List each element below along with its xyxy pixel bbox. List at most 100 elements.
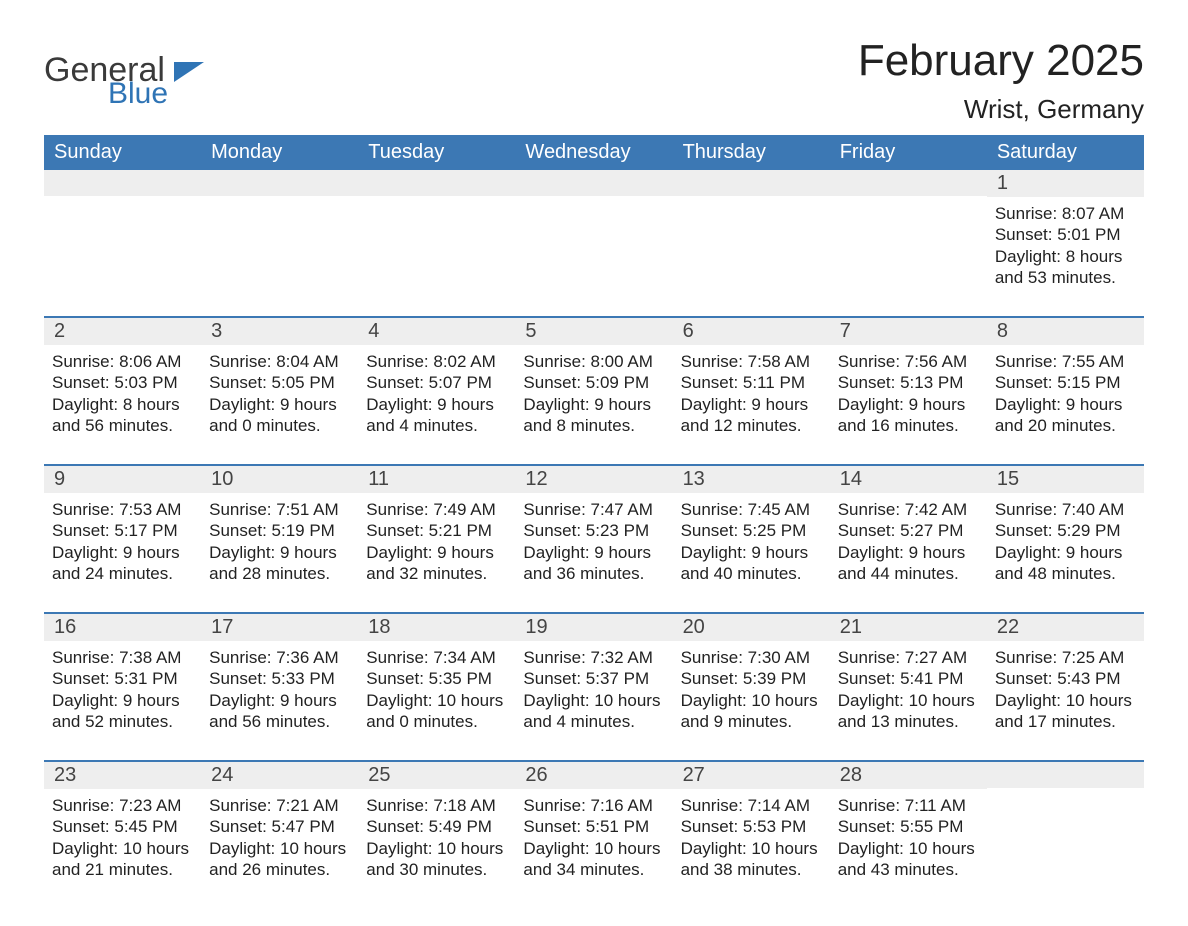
info-line: Daylight: 8 hours [52, 394, 193, 415]
info-line: Daylight: 9 hours [838, 394, 979, 415]
date-number: 27 [673, 762, 830, 789]
info-line: Daylight: 9 hours [838, 542, 979, 563]
info-line: and 24 minutes. [52, 563, 193, 584]
info-line: Sunset: 5:33 PM [209, 668, 350, 689]
date-number: 26 [515, 762, 672, 789]
day-cell [515, 170, 672, 298]
day-cell: 17Sunrise: 7:36 AMSunset: 5:33 PMDayligh… [201, 614, 358, 742]
info-line: Daylight: 9 hours [52, 690, 193, 711]
date-number [987, 762, 1144, 788]
info-line: Sunrise: 7:38 AM [52, 647, 193, 668]
logo-triangle-icon [174, 62, 204, 82]
info-line: Daylight: 9 hours [995, 542, 1136, 563]
info-line: and 56 minutes. [209, 711, 350, 732]
date-number: 8 [987, 318, 1144, 345]
day-info: Sunrise: 7:55 AMSunset: 5:15 PMDaylight:… [995, 351, 1136, 436]
info-line: Sunrise: 7:14 AM [681, 795, 822, 816]
info-line: and 34 minutes. [523, 859, 664, 880]
info-line: Daylight: 10 hours [366, 838, 507, 859]
info-line: Sunset: 5:41 PM [838, 668, 979, 689]
info-line: Sunset: 5:51 PM [523, 816, 664, 837]
day-info: Sunrise: 7:56 AMSunset: 5:13 PMDaylight:… [838, 351, 979, 436]
day-cell: 2Sunrise: 8:06 AMSunset: 5:03 PMDaylight… [44, 318, 201, 446]
logo: General Blue [44, 36, 204, 109]
info-line: and 32 minutes. [366, 563, 507, 584]
info-line: Daylight: 9 hours [523, 394, 664, 415]
info-line: Sunrise: 7:27 AM [838, 647, 979, 668]
info-line: and 0 minutes. [209, 415, 350, 436]
info-line: Sunrise: 7:56 AM [838, 351, 979, 372]
info-line: Sunrise: 8:07 AM [995, 203, 1136, 224]
info-line: Sunrise: 7:34 AM [366, 647, 507, 668]
info-line: Daylight: 9 hours [681, 394, 822, 415]
day-cell: 3Sunrise: 8:04 AMSunset: 5:05 PMDaylight… [201, 318, 358, 446]
info-line: and 0 minutes. [366, 711, 507, 732]
day-cell: 9Sunrise: 7:53 AMSunset: 5:17 PMDaylight… [44, 466, 201, 594]
logo-text: General Blue [44, 54, 168, 109]
info-line: Sunrise: 7:36 AM [209, 647, 350, 668]
date-number: 22 [987, 614, 1144, 641]
date-number [44, 170, 201, 196]
day-cell: 14Sunrise: 7:42 AMSunset: 5:27 PMDayligh… [830, 466, 987, 594]
info-line: Daylight: 10 hours [681, 838, 822, 859]
info-line: and 28 minutes. [209, 563, 350, 584]
info-line: Sunset: 5:01 PM [995, 224, 1136, 245]
day-info: Sunrise: 8:06 AMSunset: 5:03 PMDaylight:… [52, 351, 193, 436]
info-line: and 30 minutes. [366, 859, 507, 880]
info-line: Sunrise: 7:47 AM [523, 499, 664, 520]
info-line: Sunrise: 7:23 AM [52, 795, 193, 816]
info-line: Sunrise: 7:51 AM [209, 499, 350, 520]
page-header: General Blue February 2025 Wrist, German… [44, 36, 1144, 125]
date-number: 14 [830, 466, 987, 493]
day-cell: 21Sunrise: 7:27 AMSunset: 5:41 PMDayligh… [830, 614, 987, 742]
day-cell [673, 170, 830, 298]
info-line: Daylight: 10 hours [523, 690, 664, 711]
day-info: Sunrise: 7:58 AMSunset: 5:11 PMDaylight:… [681, 351, 822, 436]
info-line: Sunset: 5:03 PM [52, 372, 193, 393]
info-line: Sunset: 5:11 PM [681, 372, 822, 393]
day-info: Sunrise: 7:23 AMSunset: 5:45 PMDaylight:… [52, 795, 193, 880]
day-header-cell: Thursday [673, 135, 830, 170]
day-cell: 13Sunrise: 7:45 AMSunset: 5:25 PMDayligh… [673, 466, 830, 594]
info-line: Sunrise: 7:45 AM [681, 499, 822, 520]
day-info: Sunrise: 8:04 AMSunset: 5:05 PMDaylight:… [209, 351, 350, 436]
info-line: Sunset: 5:05 PM [209, 372, 350, 393]
info-line: Daylight: 9 hours [52, 542, 193, 563]
info-line: Sunset: 5:15 PM [995, 372, 1136, 393]
info-line: Daylight: 9 hours [995, 394, 1136, 415]
day-cell [830, 170, 987, 298]
day-cell: 10Sunrise: 7:51 AMSunset: 5:19 PMDayligh… [201, 466, 358, 594]
day-info: Sunrise: 7:27 AMSunset: 5:41 PMDaylight:… [838, 647, 979, 732]
info-line: Sunset: 5:47 PM [209, 816, 350, 837]
info-line: Sunset: 5:31 PM [52, 668, 193, 689]
day-cell: 19Sunrise: 7:32 AMSunset: 5:37 PMDayligh… [515, 614, 672, 742]
page-title: February 2025 [858, 36, 1144, 86]
day-info: Sunrise: 7:11 AMSunset: 5:55 PMDaylight:… [838, 795, 979, 880]
day-cell: 8 Sunrise: 7:55 AMSunset: 5:15 PMDaylight… [987, 318, 1144, 446]
day-cell: 11Sunrise: 7:49 AMSunset: 5:21 PMDayligh… [358, 466, 515, 594]
date-number: 23 [44, 762, 201, 789]
day-cell: 20Sunrise: 7:30 AMSunset: 5:39 PMDayligh… [673, 614, 830, 742]
info-line: Daylight: 9 hours [209, 542, 350, 563]
day-cell: 16Sunrise: 7:38 AMSunset: 5:31 PMDayligh… [44, 614, 201, 742]
day-info: Sunrise: 7:30 AMSunset: 5:39 PMDaylight:… [681, 647, 822, 732]
info-line: Daylight: 10 hours [366, 690, 507, 711]
info-line: Sunset: 5:17 PM [52, 520, 193, 541]
day-cell: 25Sunrise: 7:18 AMSunset: 5:49 PMDayligh… [358, 762, 515, 890]
date-number: 6 [673, 318, 830, 345]
date-number: 28 [830, 762, 987, 789]
day-info: Sunrise: 7:18 AMSunset: 5:49 PMDaylight:… [366, 795, 507, 880]
date-number: 13 [673, 466, 830, 493]
info-line: Sunset: 5:43 PM [995, 668, 1136, 689]
info-line: and 53 minutes. [995, 267, 1136, 288]
info-line: and 44 minutes. [838, 563, 979, 584]
day-cell [44, 170, 201, 298]
info-line: and 38 minutes. [681, 859, 822, 880]
info-line: and 9 minutes. [681, 711, 822, 732]
info-line: Daylight: 10 hours [681, 690, 822, 711]
week-row: 16Sunrise: 7:38 AMSunset: 5:31 PMDayligh… [44, 612, 1144, 742]
info-line: and 26 minutes. [209, 859, 350, 880]
day-cell [201, 170, 358, 298]
week-row: 23Sunrise: 7:23 AMSunset: 5:45 PMDayligh… [44, 760, 1144, 890]
info-line: Sunset: 5:45 PM [52, 816, 193, 837]
